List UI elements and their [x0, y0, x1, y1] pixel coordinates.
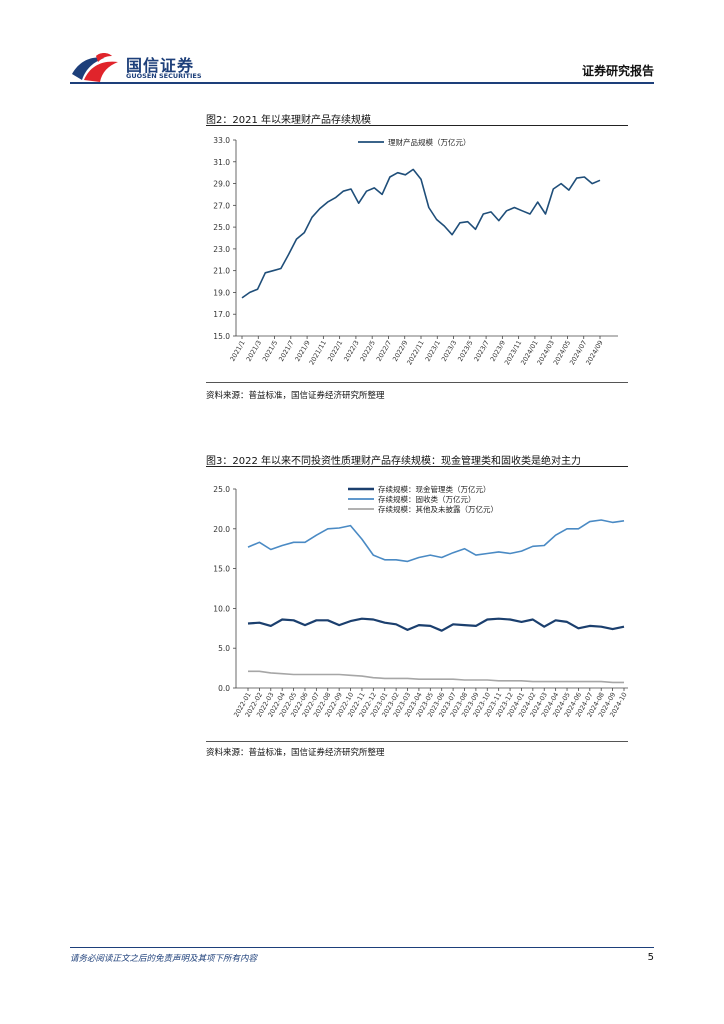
figure2-title: 图2：2021 年以来理财产品存续规模 [206, 115, 371, 126]
y-tick-label: 25.0 [213, 485, 230, 494]
series-line [247, 519, 625, 563]
y-tick-label: 17.0 [213, 310, 230, 319]
y-tick-label: 27.0 [213, 201, 230, 210]
y-tick-label: 10.0 [213, 604, 230, 613]
logo-mark-icon [72, 53, 118, 82]
series-line [247, 617, 625, 632]
y-tick-label: 19.0 [213, 288, 230, 297]
figure2-top-rule [206, 125, 628, 126]
figure3-top-rule [206, 466, 628, 467]
y-tick-label: 29.0 [213, 180, 230, 189]
legend-label: 存续规模：其他及未披露（万亿元） [378, 504, 498, 514]
guosen-logo: 国信证券 GUOSEN SECURITIES [70, 50, 202, 86]
brand-name-cn: 国信证券 [126, 56, 195, 75]
disclaimer-text: 请务必阅读正文之后的免责声明及其项下所有内容 [70, 954, 258, 964]
y-tick-label: 15.0 [213, 565, 230, 574]
figure3-chart: 0.05.010.015.020.025.02022-012022-022022… [213, 484, 628, 719]
footer-divider [70, 947, 654, 948]
y-tick-label: 21.0 [213, 267, 230, 276]
y-tick-label: 25.0 [213, 223, 230, 232]
figure3-title: 图3：2022 年以来不同投资性质理财产品存续规模：现金管理类和固收类是绝对主力 [206, 456, 581, 467]
series-line [248, 670, 624, 684]
y-tick-label: 23.0 [213, 245, 230, 254]
page-header: 国信证券 GUOSEN SECURITIES 证券研究报告 [0, 0, 724, 90]
legend-label: 存续规模：固收类（万亿元） [378, 494, 476, 504]
brand-name-en: GUOSEN SECURITIES [126, 72, 202, 80]
legend-label: 存续规模：现金管理类（万亿元） [378, 484, 491, 494]
series-line [241, 168, 601, 299]
page-number: 5 [647, 952, 654, 963]
y-tick-label: 20.0 [213, 525, 230, 534]
y-tick-label: 15.0 [213, 332, 230, 341]
figure3-source: 资料来源：普益标准，国信证券经济研究所整理 [206, 748, 385, 758]
y-tick-label: 33.0 [213, 136, 230, 145]
y-tick-label: 0.0 [218, 684, 230, 693]
figure3-bottom-rule [206, 741, 628, 742]
header-divider [70, 82, 654, 84]
y-tick-label: 5.0 [218, 644, 230, 653]
y-tick-label: 31.0 [213, 158, 230, 167]
legend-label: 理财产品规模（万亿元） [388, 137, 471, 147]
figure2-bottom-rule [206, 382, 628, 383]
figure2-source: 资料来源：普益标准，国信证券经济研究所整理 [206, 391, 385, 401]
report-type-label: 证券研究报告 [581, 64, 654, 78]
figure2-chart: 15.0 17.0 19.0 21.0 23.0 25.0 27.0 29.0 31.0 33.0… [213, 136, 618, 366]
